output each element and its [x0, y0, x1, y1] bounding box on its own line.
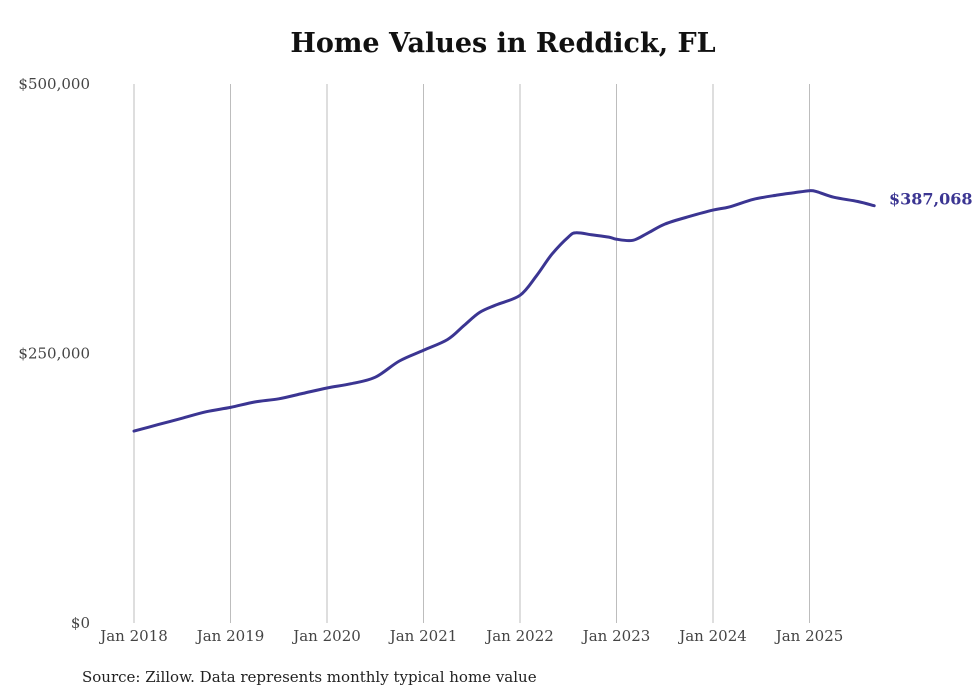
x-tick-label: Jan 2022	[484, 627, 554, 645]
y-tick-label: $0	[71, 614, 90, 632]
grid-lines	[133, 84, 810, 623]
x-tick-label: Jan 2018	[98, 627, 168, 645]
series-lines	[132, 189, 876, 433]
x-tick-label: Jan 2020	[291, 627, 361, 645]
data-labels: $387,068	[889, 190, 973, 209]
source-note: Source: Zillow. Data represents monthly …	[82, 668, 537, 686]
y-axis-ticks: $0 $250,000 $500,000	[18, 75, 90, 632]
x-tick-label: Jan 2024	[677, 627, 747, 645]
x-axis-ticks: Jan 2018 Jan 2019 Jan 2020 Jan 2021 Jan 2022…	[98, 627, 843, 645]
x-tick-label: Jan 2019	[195, 627, 265, 645]
y-tick-label: $250,000	[18, 345, 90, 363]
x-tick-label: Jan 2021	[388, 627, 458, 645]
series-line	[132, 189, 876, 433]
y-tick-label: $500,000	[18, 75, 90, 93]
x-tick-label: Jan 2025	[774, 627, 844, 645]
chart-title: Home Values in Reddick, FL	[290, 28, 716, 59]
x-tick-label: Jan 2023	[581, 627, 651, 645]
end-value-label: $387,068	[889, 190, 973, 209]
